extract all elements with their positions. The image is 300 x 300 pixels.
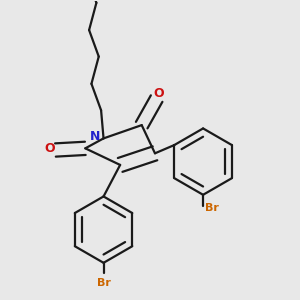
Text: Br: Br <box>206 203 219 213</box>
Text: Br: Br <box>97 278 110 288</box>
Text: O: O <box>44 142 55 155</box>
Text: O: O <box>153 87 164 100</box>
Text: N: N <box>90 130 101 143</box>
